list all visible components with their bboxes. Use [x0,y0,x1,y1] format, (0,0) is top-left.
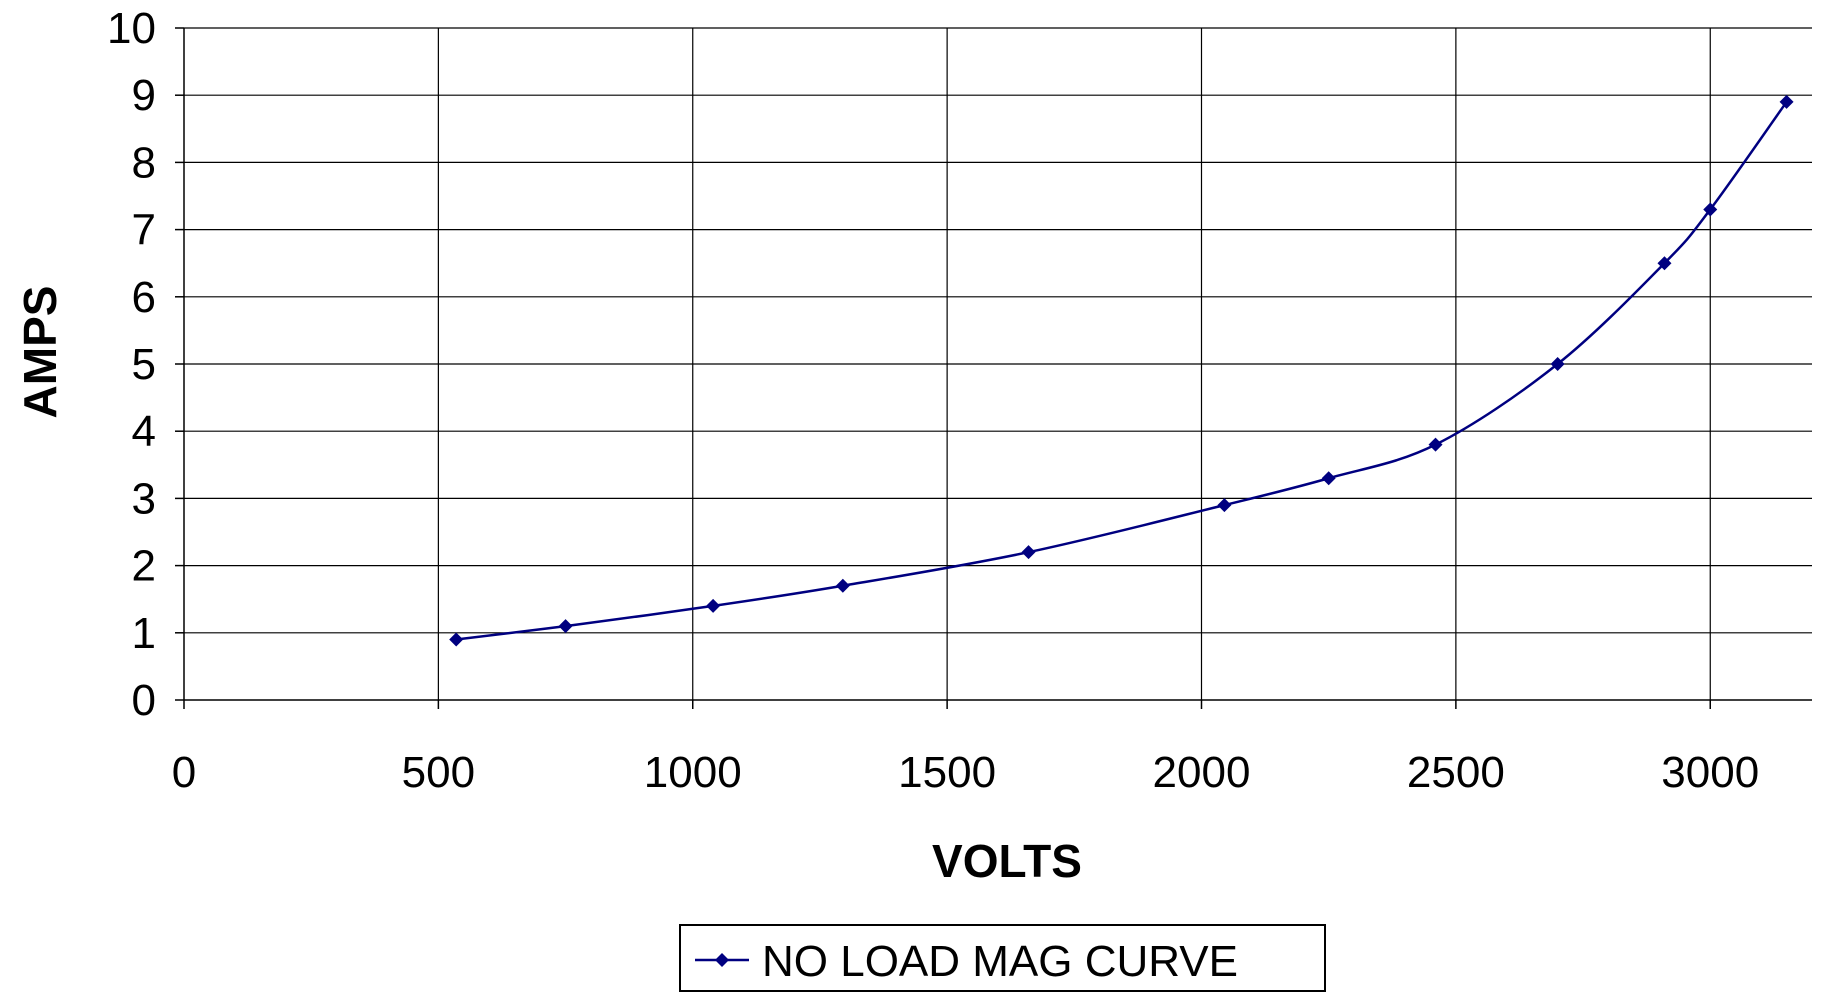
y-axis-title: AMPS [14,286,66,419]
data-point-marker [835,578,850,593]
data-point-marker [449,632,464,647]
series-line [456,101,1788,641]
data-point-marker [1217,498,1232,513]
legend: NO LOAD MAG CURVE [679,924,1326,992]
data-point-marker [1321,471,1336,486]
data-point-marker [1657,256,1672,271]
data-point-marker [1428,437,1443,452]
data-point-marker [1550,357,1565,371]
data-point-marker [1703,202,1718,217]
data-point-marker [1779,94,1794,109]
x-tick-label: 1500 [898,748,996,797]
tick-labels: 0 1 2 3 4 5 6 7 8 9 10 0 500 1000 1500 2000 2500 3000 [107,4,1759,797]
grid [184,27,1812,700]
y-tick-label: 3 [132,474,156,523]
y-tick-label: 1 [132,609,156,658]
x-tick-label: 0 [172,748,196,797]
axes [175,27,1812,709]
data-point-marker [558,619,573,634]
x-tick-label: 3000 [1661,748,1759,797]
legend-box [679,924,1326,992]
legend-marker [715,953,729,967]
y-tick-label: 5 [132,340,156,389]
y-tick-label: 8 [132,138,156,187]
y-tick-label: 10 [107,4,156,53]
x-tick-label: 2500 [1407,748,1505,797]
data-point-marker [706,598,721,613]
x-tick-label: 1000 [644,748,742,797]
x-axis-title: VOLTS [932,835,1082,887]
y-tick-label: 6 [132,273,156,322]
y-tick-label: 0 [132,676,156,725]
y-tick-label: 2 [132,542,156,591]
y-tick-label: 9 [132,71,156,120]
y-tick-label: 4 [132,407,156,456]
data-point-marker [1021,545,1036,560]
y-tick-label: 7 [132,206,156,255]
legend-label: NO LOAD MAG CURVE [762,937,1238,986]
x-tick-label: 2000 [1153,748,1251,797]
series-group [449,94,1794,647]
x-tick-label: 500 [402,748,475,797]
